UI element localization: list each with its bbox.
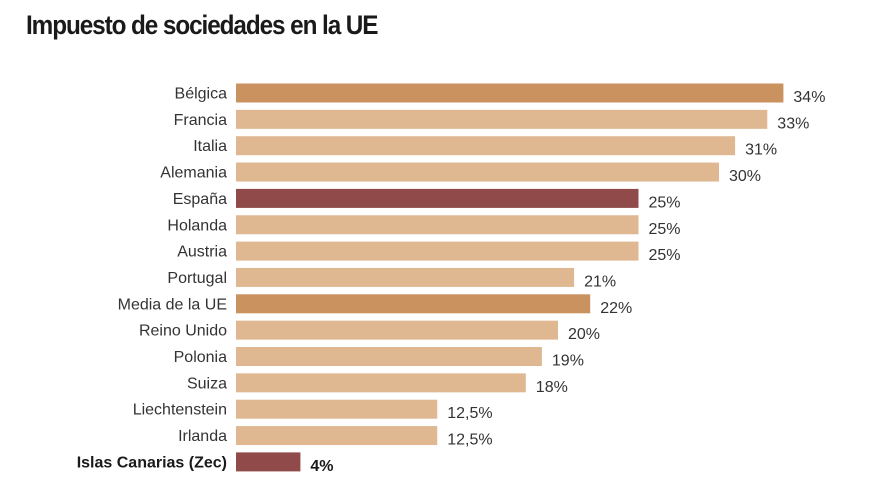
category-label: Islas Canarias (Zec) [77, 454, 227, 471]
category-label: Holanda [167, 217, 227, 234]
category-label: Alemania [160, 165, 227, 182]
value-label: 33% [777, 115, 809, 132]
value-label: 4% [310, 458, 333, 475]
bar [236, 399, 438, 419]
value-label: 18% [536, 379, 568, 396]
category-label: Reino Unido [139, 323, 227, 340]
category-label: Portugal [167, 270, 227, 287]
category-label: Italia [193, 138, 227, 155]
bar [236, 241, 639, 261]
bar [236, 452, 301, 472]
value-label: 21% [584, 273, 616, 290]
category-label: Suiza [187, 375, 227, 392]
bar [236, 320, 558, 340]
category-label: Liechtenstein [133, 402, 227, 419]
chart-title: Impuesto de sociedades en la UE [26, 10, 378, 40]
category-label: Francia [174, 112, 227, 129]
category-label: España [173, 191, 227, 208]
bar [236, 83, 784, 103]
value-label: 22% [600, 300, 632, 317]
bar [236, 109, 768, 129]
bar [236, 426, 438, 446]
value-label: 19% [552, 353, 584, 370]
bar [236, 136, 736, 156]
value-label: 25% [649, 194, 681, 211]
bar [236, 373, 526, 393]
category-label: Polonia [174, 349, 227, 366]
value-label: 12,5% [447, 405, 492, 422]
category-label: Bélgica [175, 86, 228, 103]
bar [236, 267, 575, 287]
category-label: Media de la UE [118, 296, 227, 313]
value-label: 31% [745, 142, 777, 159]
value-label: 25% [649, 221, 681, 238]
value-label: 25% [649, 247, 681, 264]
bar [236, 347, 542, 366]
bar [236, 294, 591, 314]
category-label: Irlanda [178, 428, 227, 445]
value-label: 12,5% [447, 432, 492, 449]
bar [236, 162, 719, 182]
category-label: Austria [177, 244, 227, 261]
bar [236, 188, 639, 208]
value-label: 20% [568, 326, 600, 343]
value-label: 34% [793, 89, 825, 106]
bar [236, 215, 639, 235]
value-label: 30% [729, 168, 761, 185]
